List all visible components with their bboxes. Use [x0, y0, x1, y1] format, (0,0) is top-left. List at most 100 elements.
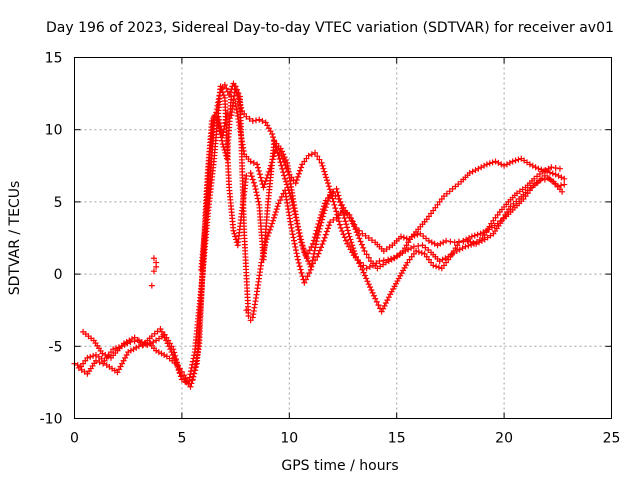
data-point [363, 275, 370, 282]
data-point [344, 224, 351, 231]
data-point [323, 228, 330, 235]
data-point [92, 357, 99, 364]
data-point [339, 205, 346, 212]
y-tick-label: 15 [45, 51, 63, 67]
data-point [480, 229, 487, 236]
data-point [302, 276, 309, 283]
data-point [175, 367, 182, 374]
data-point [264, 233, 271, 240]
data-point [324, 197, 331, 204]
data-point [281, 172, 288, 179]
data-point [300, 245, 307, 252]
data-point [173, 360, 180, 367]
data-point [221, 81, 228, 88]
x-axis-label: GPS time / hours [281, 458, 398, 474]
data-point [351, 250, 358, 257]
data-point [552, 164, 559, 171]
data-point [433, 263, 440, 270]
data-point [150, 255, 157, 262]
data-point [322, 204, 329, 211]
data-point [305, 152, 312, 159]
data-point [325, 183, 332, 190]
data-point [468, 233, 475, 240]
data-point [255, 198, 262, 205]
data-point [357, 263, 364, 270]
data-point [495, 159, 502, 166]
data-point [359, 230, 366, 237]
data-point [515, 156, 522, 163]
data-point [190, 355, 197, 362]
data-point [340, 212, 347, 219]
data-point [294, 256, 301, 263]
data-point [310, 254, 317, 261]
data-point [338, 202, 345, 209]
data-point [330, 216, 337, 223]
data-point [327, 191, 334, 198]
data-point [191, 370, 198, 377]
data-point [464, 237, 471, 244]
data-point [289, 228, 296, 235]
data-point [558, 174, 565, 181]
data-point [549, 170, 556, 177]
data-point [260, 249, 267, 256]
data-point [257, 174, 264, 181]
x-tick-label: 5 [177, 431, 186, 447]
data-point [337, 199, 344, 206]
data-point [326, 222, 333, 229]
data-point [166, 343, 173, 350]
data-point [260, 184, 267, 191]
data-point [254, 161, 261, 168]
data-point [297, 266, 304, 273]
data-point [273, 206, 280, 213]
data-point [222, 117, 229, 124]
data-point [483, 161, 490, 168]
data-point [177, 373, 184, 380]
data-point [364, 278, 371, 285]
data-point [350, 245, 357, 252]
data-point [235, 90, 242, 97]
data-point [559, 188, 566, 195]
data-point [346, 214, 353, 221]
data-point [110, 346, 117, 353]
data-point [269, 220, 276, 227]
data-point [332, 205, 339, 212]
data-point [283, 181, 290, 188]
data-point [413, 247, 420, 254]
data-point [357, 238, 364, 245]
data-point [351, 247, 358, 254]
data-point [384, 297, 391, 304]
data-point [336, 221, 343, 228]
data-point [218, 86, 225, 93]
data-point [277, 145, 284, 152]
data-point [262, 239, 269, 246]
data-point [219, 89, 226, 96]
data-point [168, 349, 175, 356]
data-point [261, 181, 268, 188]
data-point [370, 292, 377, 299]
data-point [346, 233, 353, 240]
data-point [314, 235, 321, 241]
data-point [474, 231, 481, 238]
data-point [247, 317, 254, 324]
data-point [305, 250, 312, 257]
data-point [277, 197, 284, 204]
data-point [318, 219, 325, 226]
y-tick-labels: -10 -5 0 5 10 15 [40, 51, 63, 428]
data-point [280, 151, 287, 158]
x-tick-label: 0 [70, 431, 79, 447]
data-point [250, 159, 257, 166]
data-point [275, 200, 282, 207]
data-point [176, 370, 183, 377]
data-point [185, 377, 192, 384]
data-point [323, 201, 330, 208]
data-point [290, 234, 297, 241]
data-point [351, 223, 358, 230]
data-point [352, 226, 359, 233]
data-point [469, 168, 476, 175]
data-point [315, 228, 322, 235]
data-point [255, 167, 262, 174]
data-point [365, 235, 372, 241]
y-axis-label: SDTVAR / TECUs [7, 181, 23, 296]
data-point [296, 263, 303, 270]
data-point [249, 176, 256, 183]
